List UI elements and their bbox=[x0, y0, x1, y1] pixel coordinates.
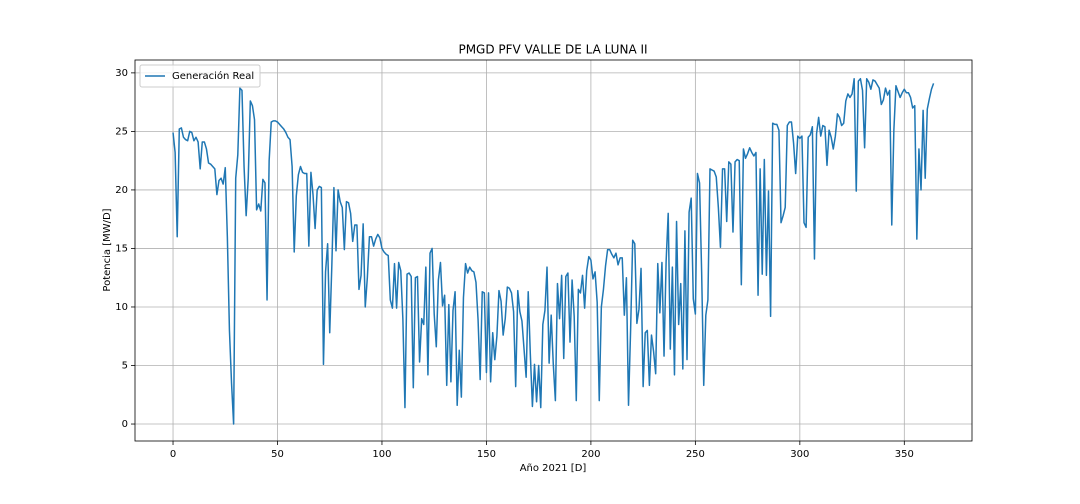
x-tick-label: 0 bbox=[170, 449, 176, 460]
y-tick-label: 25 bbox=[115, 126, 128, 137]
y-axis-label: Potencia [MW/D] bbox=[102, 208, 113, 291]
y-tick-label: 30 bbox=[115, 68, 128, 79]
x-tick-label: 150 bbox=[477, 449, 496, 460]
y-tick-label: 10 bbox=[115, 302, 128, 313]
legend-label: Generación Real bbox=[172, 70, 254, 82]
legend-box bbox=[139, 64, 261, 88]
x-tick-label: 50 bbox=[271, 449, 284, 460]
chart-title: PMGD PFV VALLE DE LA LUNA II bbox=[458, 43, 647, 57]
x-axis-label: Año 2021 [D] bbox=[520, 463, 587, 474]
data-line bbox=[172, 77, 935, 425]
x-tick-label: 100 bbox=[372, 449, 391, 460]
y-tick-label: 15 bbox=[115, 243, 128, 254]
x-tick-label: 350 bbox=[895, 449, 914, 460]
x-tick-label: 250 bbox=[686, 449, 705, 460]
y-tick-label: 0 bbox=[122, 419, 128, 430]
y-tick-label: 20 bbox=[115, 185, 128, 196]
y-tick-label: 5 bbox=[122, 361, 128, 372]
x-tick-label: 300 bbox=[790, 449, 809, 460]
plot-frame bbox=[134, 59, 973, 442]
x-tick-label: 200 bbox=[581, 449, 600, 460]
